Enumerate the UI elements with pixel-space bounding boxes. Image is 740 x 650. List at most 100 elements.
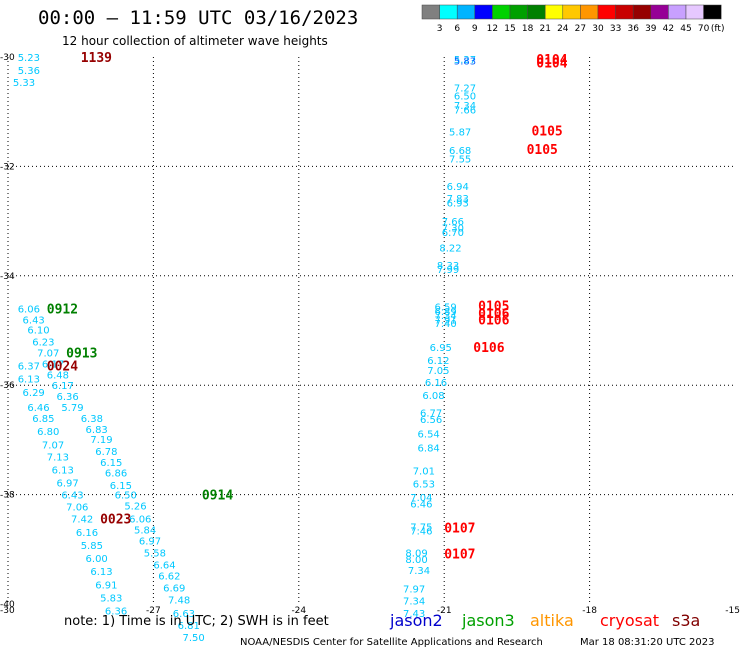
wave-height-point: 7.05 [427,366,449,377]
pass-time-label: 0104 [536,53,567,68]
wave-height-point: 8.22 [439,243,461,254]
wave-height-point: 6.50 [115,491,137,502]
wave-height-point: 6.06 [129,515,151,526]
wave-height-point: 6.63 [173,609,195,620]
legend-swatch [544,4,564,20]
wave-height-point: 6.38 [81,414,103,425]
legend-swatch [527,4,546,20]
mission-label: jason3 [461,611,515,630]
legend-label: 27 [575,24,586,34]
pass-time-label: 0106 [473,341,504,356]
legend-label: 18 [522,24,534,34]
legend-label: 24 [557,24,569,34]
wave-height-point: 7.66 [442,217,464,228]
wave-height-point: 5.36 [18,66,40,77]
wave-height-point: 5.87 [449,127,471,138]
pass-time-label: 0107 [444,548,475,563]
pass-time-label: 0912 [47,303,78,318]
wave-height-point: 6.91 [95,580,117,591]
wave-height-point: 6.97 [139,537,161,548]
wave-height-point: 6.56 [420,415,442,426]
wave-height-point: 7.48 [168,596,190,607]
pass-time-label: 0914 [202,489,233,504]
mission-label: s3a [672,611,700,630]
wave-height-point: 8.00 [405,555,427,566]
legend-swatch [615,4,634,20]
wave-height-point: 5.83 [100,593,122,604]
legend-label: 3 [437,24,443,34]
wave-height-point: 6.97 [56,479,78,490]
wave-height-point: 6.81 [178,621,200,632]
wave-height-point: 7.55 [449,155,471,166]
wave-height-point: 5.23 [18,53,40,64]
wave-height-point: 7.04 [410,493,432,504]
wave-height-point: 7.66 [454,106,476,117]
mission-label: altika [530,611,574,630]
legend-label: (ft) [711,24,725,34]
wave-height-point: 5.83 [454,56,476,67]
wave-height-point: 6.78 [95,447,117,458]
x-tick-label: -30 [0,606,15,616]
wave-height-point: 5.84 [134,526,156,537]
legend-label: 45 [680,24,691,34]
wave-height-point: 6.06 [18,305,40,316]
wave-height-point: 6.13 [52,465,74,476]
wave-height-point: 6.95 [430,343,452,354]
legend-swatch [597,4,616,20]
legend-label: 30 [592,24,604,34]
wave-height-point: 7.42 [71,515,93,526]
color-legend: 3 6 9 12 15 18 21 24 27 30 33 36 39 42 45 70 (ft) [421,4,725,34]
wave-height-point: 6.36 [105,607,127,618]
legend-swatch [668,4,687,20]
wave-height-point: 6.13 [90,567,112,578]
wave-height-point: 7.34 [408,566,430,577]
wave-height-point: 6.85 [32,414,54,425]
y-tick-label: -36 [0,381,15,391]
wave-height-point: 6.53 [413,480,435,491]
wave-height-point: 6.54 [418,429,440,440]
wave-height-point: 6.77 [420,409,442,420]
wave-height-point: 7.30 [442,224,464,235]
legend-swatch [474,4,493,20]
wave-height-point: 6.46 [27,403,49,414]
pass-time-label: 0024 [47,360,78,375]
legend-swatch [650,4,669,20]
wave-height-point: 6.50 [454,91,476,102]
wave-height-point: 6.89 [435,307,457,318]
wave-height-point: 7.06 [66,503,88,514]
wave-height-point: 7.27 [454,84,476,95]
wave-height-point: 7.34 [454,101,476,112]
wave-height-point: 5.27 [454,55,476,66]
legend-label: 39 [645,24,657,34]
wave-height-point: 6.93 [447,199,469,210]
wave-height-point: 7.07 [37,348,59,359]
wave-height-point: 6.48 [47,370,69,381]
legend-label: 6 [454,24,460,34]
wave-height-point: 7.34 [435,311,457,322]
legend-swatch [439,4,458,20]
wave-height-point: 6.46 [410,499,432,510]
mission-label: cryosat [600,611,659,630]
legend-label: 15 [504,24,515,34]
x-tick-label: -15 [725,606,740,616]
pass-time-label: 0105 [531,124,562,139]
legend-label: 12 [487,24,498,34]
wave-height-point: 6.43 [23,316,45,327]
wave-height-point: 6.64 [153,561,175,572]
x-tick-label: -21 [437,606,452,616]
wave-height-point: 7.97 [403,585,425,596]
legend-swatch [492,4,511,20]
wave-height-point: 6.00 [86,554,108,565]
pass-time-label: 0107 [444,521,475,536]
footer-timestamp: Mar 18 08:31:20 UTC 2023 [580,637,715,648]
wave-height-point: 7.07 [42,440,64,451]
mission-label: jason2 [389,611,443,630]
wave-height-point: 6.70 [442,228,464,239]
y-tick-label: -38 [0,491,15,501]
legend-label: 36 [627,24,639,34]
pass-time-label: 0105 [527,143,558,158]
legend-swatch [703,4,722,20]
wave-height-point: 7.91 [435,316,457,327]
wave-height-point: 8.09 [405,549,427,560]
